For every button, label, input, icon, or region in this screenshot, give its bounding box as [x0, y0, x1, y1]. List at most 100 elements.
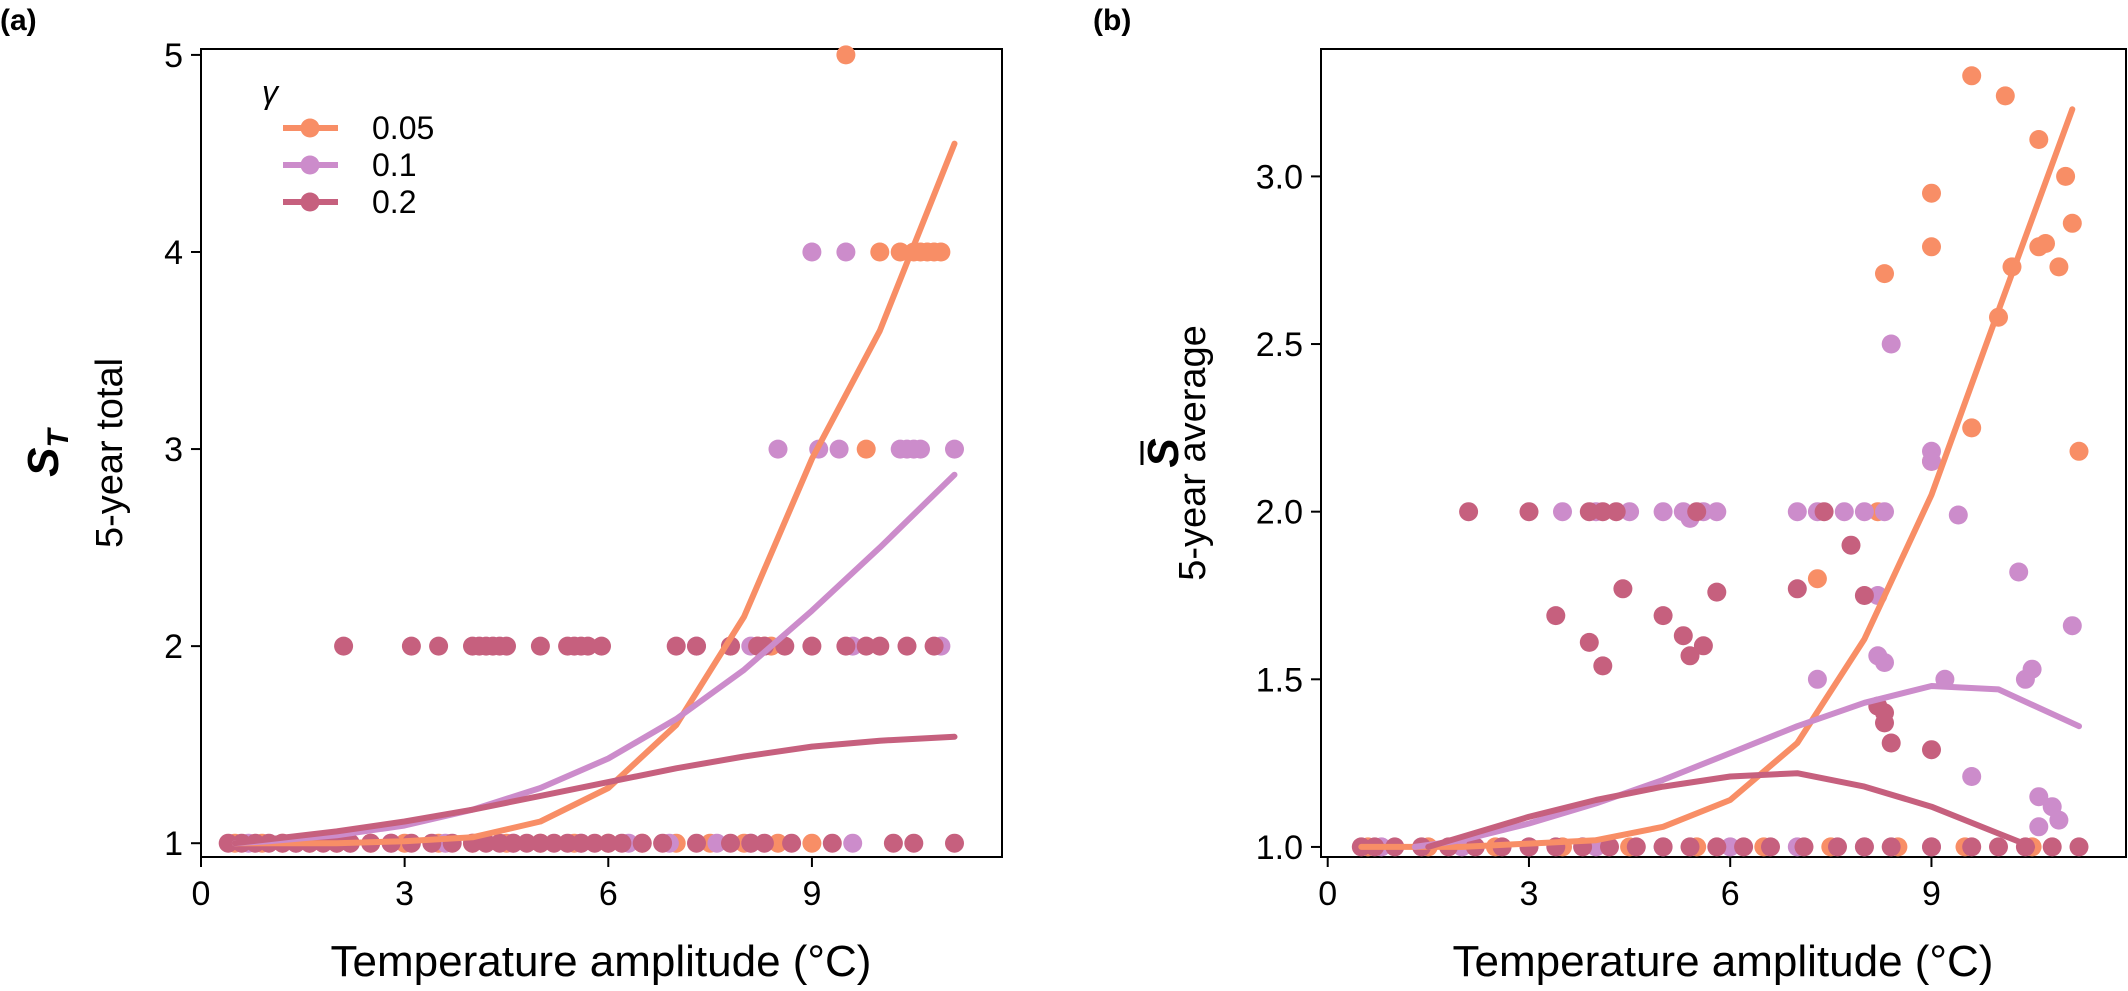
data-point-b-gamma-0.05: [2029, 130, 2049, 149]
data-point-b-gamma-0.1: [2029, 817, 2049, 837]
panel-b: (b) 0 3 6 9 1.0 1.5 2.0 2.5 3.0 Temperature amp…: [1093, 4, 2127, 986]
legend-marker-0.1: [300, 155, 320, 175]
fit-line-a-gamma-0.2: [231, 733, 958, 847]
data-point-b-gamma-0.2: [1673, 626, 1693, 646]
legend-marker-0.05: [300, 118, 320, 138]
x-tick-label-a: 0: [192, 875, 211, 913]
data-point-a-gamma-0.2: [612, 833, 632, 853]
data-point-a-gamma-0.2: [904, 833, 924, 853]
data-point-b-gamma-0.1: [2009, 562, 2029, 582]
data-point-a-gamma-0.1: [802, 242, 822, 262]
data-point-b-gamma-0.05: [1995, 86, 2015, 106]
data-point-b-gamma-0.2: [1687, 502, 1707, 522]
data-point-a-gamma-0.1: [843, 833, 863, 853]
data-point-a-gamma-0.2: [741, 833, 761, 853]
data-point-a-gamma-0.05: [870, 242, 890, 262]
data-point-b-gamma-0.2: [1579, 632, 1599, 652]
data-point-b-gamma-0.05: [1962, 418, 1982, 438]
data-point-b-gamma-0.05: [1962, 66, 1982, 86]
data-point-b-gamma-0.2: [1613, 579, 1633, 599]
data-point-a-gamma-0.05: [768, 833, 788, 853]
data-point-a-gamma-0.2: [632, 833, 652, 853]
data-point-b-gamma-0.1: [1875, 502, 1894, 522]
data-point-b-gamma-0.1: [1875, 653, 1894, 672]
y-ticks-b: 1.0 1.5 2.0 2.5 3.0: [1256, 158, 1321, 867]
data-point-b-gamma-0.1: [1653, 502, 1673, 522]
data-point-b-gamma-0.1: [1553, 502, 1572, 522]
data-point-b-gamma-0.2: [1922, 740, 1941, 760]
data-point-b-gamma-0.1: [1807, 669, 1827, 689]
data-point-a-gamma-0.2: [503, 833, 523, 853]
data-point-a-gamma-0.2: [334, 636, 354, 656]
data-point-a-gamma-0.1: [829, 439, 849, 459]
data-point-b-gamma-0.05: [2056, 166, 2076, 186]
data-point-b-gamma-0.05: [2062, 213, 2082, 233]
legend-label-0.1: 0.1: [372, 147, 416, 183]
data-point-a-gamma-0.1: [945, 439, 964, 459]
data-point-a-gamma-0.2: [945, 833, 964, 853]
x-ticks-a: 0 3 6 9: [192, 857, 821, 913]
panel-label-a: (a): [0, 4, 37, 37]
data-point-a-gamma-0.2: [530, 636, 550, 656]
data-point-a-gamma-0.2: [476, 833, 496, 853]
data-point-a-gamma-0.2: [497, 636, 516, 656]
fit-line-b-gamma-0.2: [1425, 770, 2036, 850]
fit-line-b-gamma-0.05: [1358, 106, 2076, 850]
data-point-a-gamma-0.2: [401, 636, 421, 656]
y-tick-label-b: 1.0: [1256, 829, 1303, 867]
data-point-a-gamma-0.2: [558, 833, 578, 853]
data-point-a-gamma-0.05: [836, 45, 856, 65]
data-point-b-gamma-0.2: [1653, 837, 1673, 857]
y-symbol-b: S: [1139, 438, 1188, 467]
y-axis-sublabel-a-wrap: 5-year total: [89, 358, 131, 548]
x-axis-label-a: Temperature amplitude (°C): [331, 937, 872, 986]
points-and-fits-b: [1351, 66, 2089, 857]
data-point-a-gamma-0.2: [530, 833, 550, 853]
data-point-a-gamma-0.2: [856, 636, 876, 656]
data-point-b-gamma-0.2: [1989, 837, 2008, 857]
svg-text:ST: ST: [19, 426, 75, 476]
legend-marker-0.2: [300, 192, 320, 212]
data-point-a-gamma-0.2: [822, 833, 842, 853]
data-point-a-gamma-0.2: [429, 636, 449, 656]
data-point-b-gamma-0.05: [1922, 183, 1941, 203]
fit-line-a-gamma-0.1: [231, 471, 958, 847]
data-point-b-gamma-0.2: [1875, 703, 1894, 723]
data-point-b-gamma-0.05: [2069, 441, 2089, 461]
data-point-b-gamma-0.2: [1828, 837, 1847, 857]
data-point-b-gamma-0.2: [1459, 502, 1479, 522]
data-point-a-gamma-0.2: [721, 833, 740, 853]
data-point-b-gamma-0.2: [1881, 837, 1901, 857]
x-tick-label-b: 3: [1519, 875, 1538, 913]
data-point-a-gamma-0.2: [592, 636, 611, 656]
data-point-b-gamma-0.05: [1875, 264, 1894, 284]
data-point-b-gamma-0.2: [1922, 837, 1941, 857]
x-tick-label-a: 6: [599, 875, 618, 913]
data-point-b-gamma-0.1: [1922, 451, 1941, 471]
panel-label-b: (b): [1093, 4, 1131, 37]
data-point-a-gamma-0.1: [911, 439, 930, 459]
data-point-b-gamma-0.2: [1854, 586, 1874, 605]
data-point-b-gamma-0.2: [1606, 502, 1626, 522]
plot-area-a: [200, 48, 1003, 858]
data-point-a-gamma-0.2: [490, 833, 510, 853]
y-axis-label-b: S: [1139, 438, 1188, 467]
legend-label-0.2: 0.2: [372, 184, 416, 220]
data-point-a-gamma-0.1: [707, 833, 727, 853]
y-symbol-a: S: [19, 447, 68, 476]
data-point-b-gamma-0.2: [1693, 636, 1713, 656]
data-point-b-gamma-0.2: [1734, 837, 1754, 857]
fit-line-b-gamma-0.1: [1411, 683, 2082, 850]
data-point-b-gamma-0.1: [2062, 616, 2082, 636]
data-point-b-gamma-0.1: [1620, 502, 1640, 522]
data-point-b-gamma-0.05: [2036, 234, 2055, 253]
x-ticks-b: 0 3 6 9: [1318, 857, 1941, 913]
legend-entries: 0.050.10.2: [283, 110, 434, 220]
data-point-b-gamma-0.2: [1854, 837, 1874, 857]
y-tick-label-b: 2.0: [1256, 494, 1303, 532]
data-point-a-gamma-0.2: [836, 636, 856, 656]
y-tick-label-b: 3.0: [1256, 158, 1303, 196]
data-point-b-gamma-0.1: [1834, 502, 1854, 522]
